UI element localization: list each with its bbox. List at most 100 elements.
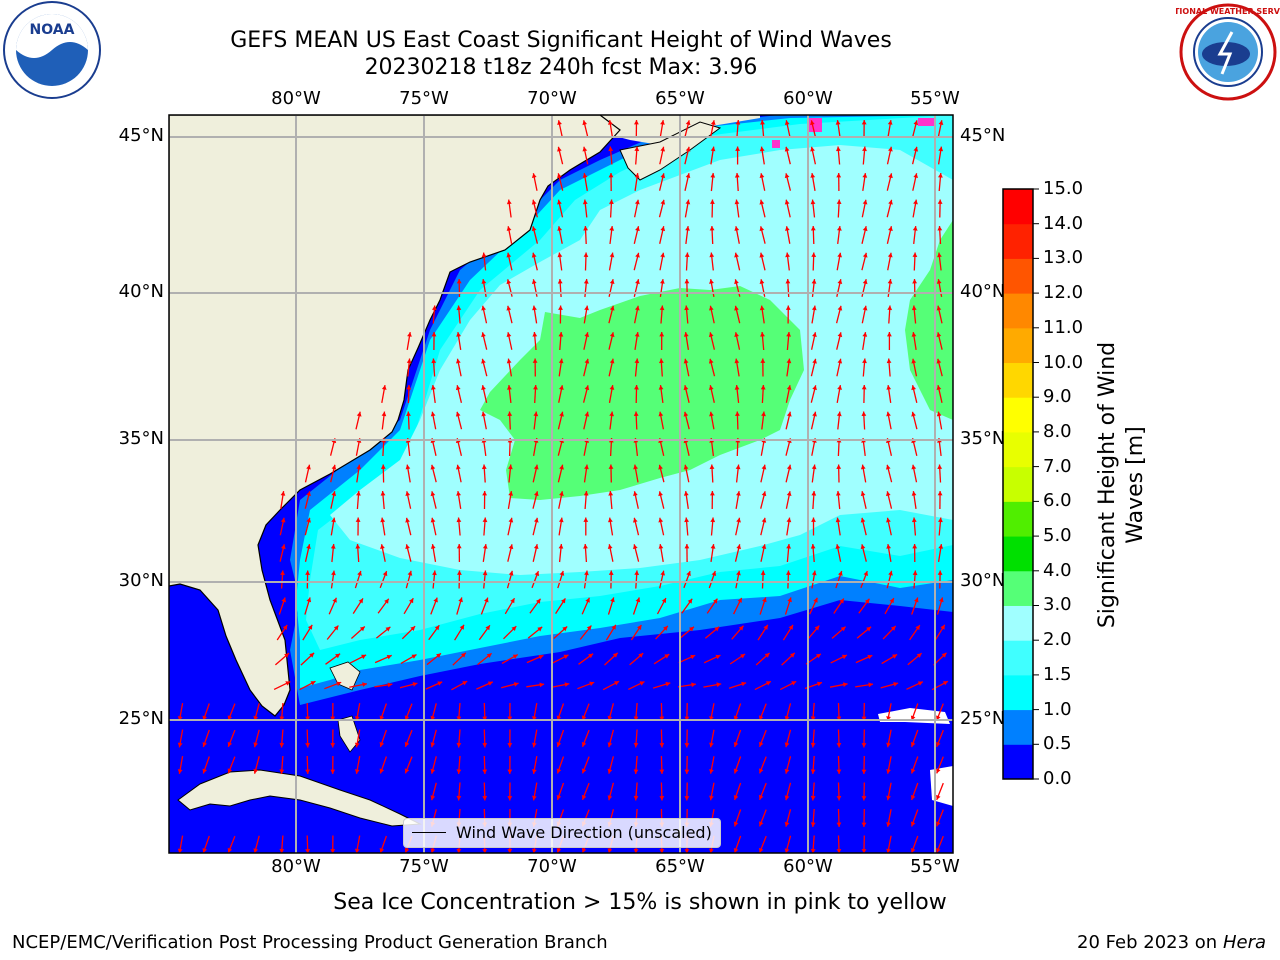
wind-arrow	[886, 809, 892, 827]
wind-arrow	[253, 756, 260, 774]
wind-arrow	[861, 384, 867, 404]
wind-arrow	[810, 146, 817, 165]
wind-arrow	[907, 652, 923, 666]
wind-arrow	[532, 782, 538, 801]
wind-arrow	[761, 411, 766, 430]
wind-arrow	[708, 385, 715, 403]
wind-arrow	[556, 729, 565, 748]
colorbar-segment-6	[1003, 536, 1033, 572]
wind-arrow	[430, 517, 437, 536]
wind-arrow	[683, 411, 690, 430]
wind-arrow	[481, 358, 488, 377]
wind-arrow	[734, 305, 741, 324]
wind-arrow	[177, 755, 184, 775]
wind-arrow	[531, 173, 538, 191]
wind-arrow	[480, 597, 489, 615]
wind-arrow	[911, 517, 917, 536]
wind-arrow	[735, 119, 741, 139]
wind-arrow	[529, 598, 542, 614]
wind-arrow	[861, 782, 867, 801]
wind-arrow	[760, 358, 766, 377]
wind-arrow	[478, 624, 491, 641]
wind-arrow	[887, 252, 893, 271]
land-cuba	[177, 769, 422, 827]
wind-arrow	[658, 543, 664, 563]
wind-arrow	[758, 809, 767, 827]
footer-date: 20 Feb 2023 on	[1077, 932, 1218, 953]
wind-arrow	[735, 490, 741, 510]
wind-arrow	[733, 597, 743, 615]
wind-arrow	[659, 570, 665, 589]
wind-arrow	[634, 146, 640, 165]
wind-arrow	[305, 702, 310, 722]
wind-arrow	[759, 173, 766, 191]
wind-arrow	[557, 570, 565, 589]
wind-arrow	[350, 626, 366, 639]
wind-arrow	[349, 682, 368, 688]
wind-arrow	[677, 682, 697, 688]
wind-arrow	[455, 411, 463, 430]
wind-arrow	[836, 411, 842, 430]
wind-arrow	[482, 702, 488, 722]
wind-arrow	[426, 652, 442, 666]
wind-arrow	[855, 682, 874, 688]
wind-arrow	[810, 411, 817, 430]
wind-arrow	[377, 598, 390, 614]
wind-arrow	[455, 385, 463, 403]
wind-arrow	[633, 702, 639, 722]
wind-arrow	[604, 652, 619, 666]
wind-arrow	[709, 252, 715, 271]
wind-arrow	[355, 543, 361, 563]
wind-arrow	[906, 681, 924, 690]
colorbar-tick-label-11: 9.0	[1043, 386, 1072, 408]
wind-arrow	[633, 491, 639, 509]
wind-arrow	[704, 626, 720, 639]
wind-arrow	[431, 331, 437, 351]
wind-arrow	[481, 464, 487, 483]
colorbar-segment-12	[1003, 327, 1033, 364]
legend-label: Wind Wave Direction (unscaled)	[456, 823, 712, 842]
wind-arrow	[836, 490, 841, 510]
nws-logo: NATIONAL WEATHER SERVICE	[1176, 3, 1280, 101]
wind-arrow	[633, 782, 639, 801]
wind-arrow	[886, 411, 892, 430]
wind-arrow	[583, 464, 589, 483]
wind-arrow	[861, 808, 867, 828]
wind-arrow	[735, 411, 740, 430]
colorbar-segment-16	[1003, 189, 1033, 225]
wind-arrow	[734, 252, 741, 271]
sea-ice-patch-3	[918, 118, 936, 126]
wind-arrow	[782, 624, 794, 641]
sea-ice-caption: Sea Ice Concentration > 15% is shown in …	[333, 890, 947, 915]
colorbar-segment-13	[1003, 293, 1033, 329]
wind-arrow	[886, 570, 893, 589]
wind-arrow	[658, 199, 666, 218]
wind-arrow	[405, 544, 412, 562]
wind-arrow	[328, 597, 337, 615]
lat-tick-left-2: 35°N	[118, 428, 164, 449]
wind-arrow	[659, 358, 664, 377]
wind-arrow	[633, 464, 639, 483]
colorbar-tick-label-7: 5.0	[1043, 525, 1072, 547]
colorbar-tick-label-3: 1.5	[1043, 663, 1072, 685]
wind-arrow	[526, 654, 544, 664]
wind-arrow	[708, 570, 717, 589]
wind-arrow	[884, 597, 895, 615]
wind-arrow	[633, 544, 640, 562]
wind-arrow	[706, 598, 718, 614]
wind-arrow	[557, 252, 563, 271]
wind-arrow	[330, 491, 337, 509]
wind-arrow	[354, 729, 361, 748]
wind-arrow	[507, 411, 513, 430]
wind-arrow	[710, 517, 716, 536]
wind-arrow	[605, 624, 617, 641]
wind-arrow	[810, 543, 816, 563]
wind-arrow	[452, 652, 467, 666]
wind-arrow	[659, 305, 665, 324]
wind-arrow	[325, 653, 341, 665]
wind-arrow	[227, 756, 236, 774]
wind-arrow	[633, 411, 639, 430]
wind-arrow	[279, 755, 285, 775]
wind-arrow	[836, 332, 843, 350]
wind-arrow	[659, 702, 665, 722]
